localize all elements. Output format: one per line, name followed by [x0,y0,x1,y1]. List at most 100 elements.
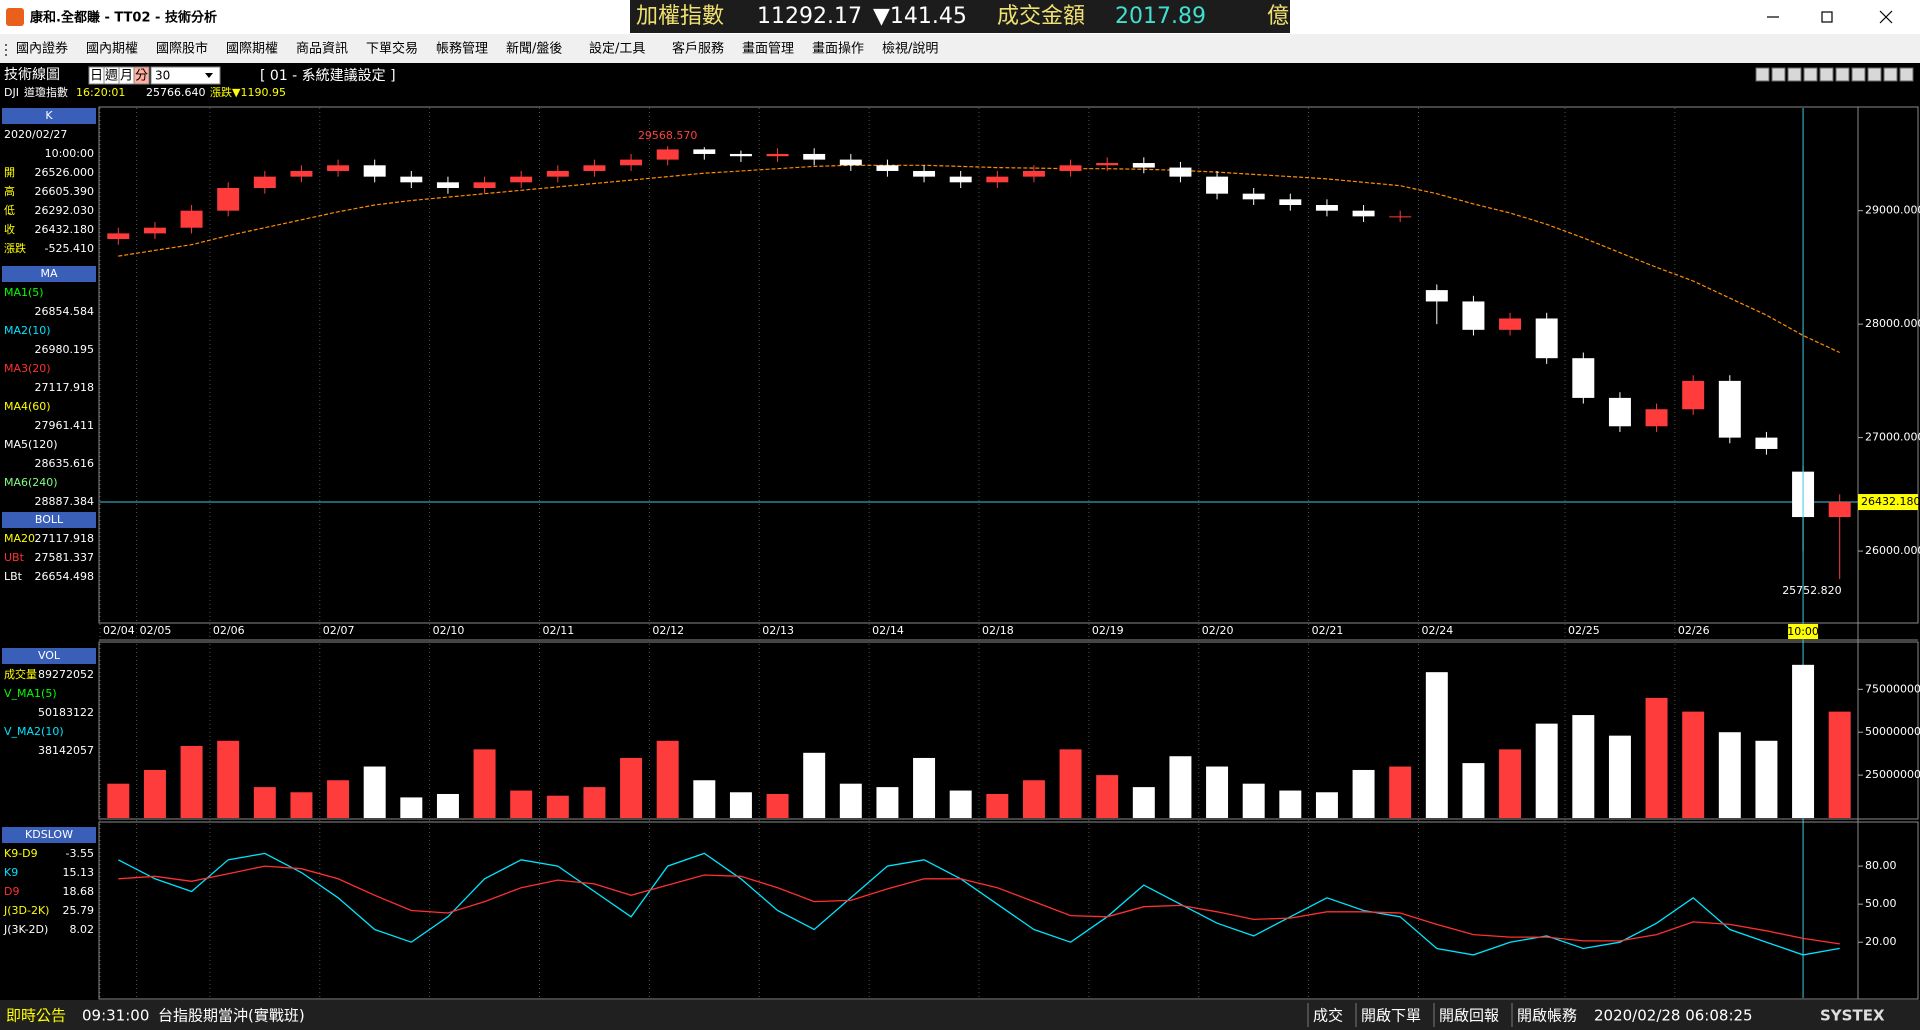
volume-bar [656,740,679,818]
candle-body [913,170,936,177]
window-controls[interactable] [1767,10,1893,24]
info-label: K9-D9 [4,847,38,860]
panel-header-title: K [45,109,53,122]
status-button[interactable]: 開啟下單 [1361,1007,1421,1025]
app-icon [6,8,24,26]
info-label: J(3K-2D) [3,923,48,936]
candle-body [180,210,203,228]
x-tick-label: 02/07 [323,624,355,637]
candle-body [400,176,423,183]
price-line-box [1858,494,1918,511]
interval-value[interactable]: 30 [155,69,170,83]
menu-item[interactable]: 國內期權 [86,42,138,57]
panel-header [2,827,96,843]
menu-item[interactable]: 畫面操作 [812,41,864,57]
y-tick-label: 80.00 [1865,859,1897,872]
status-button[interactable]: 開啟帳務 [1517,1007,1577,1025]
volume-bar [1242,783,1265,818]
candle-body [1169,167,1192,177]
ticker-box [630,0,1290,33]
panel-frame [98,641,1919,820]
menu-item[interactable]: 檢視/說明 [882,41,938,57]
dropdown-arrow[interactable] [205,73,213,78]
menu-item[interactable]: 國際期權 [226,42,278,57]
candle-body [327,165,350,171]
y-tick-label: 75000000 [1865,682,1920,695]
info-label: UBt [4,551,25,564]
info-value: 26980.195 [35,343,95,356]
candle-body [1499,318,1522,330]
candle-body [436,182,459,188]
menu-item[interactable]: 國內證券 [16,41,68,57]
menu-item[interactable]: 設定/工具 [589,41,645,57]
info-value: 8.02 [70,923,95,936]
tool-icon[interactable] [1867,67,1882,82]
close[interactable] [1879,10,1893,24]
high-label: 29568.570 [638,129,698,142]
interval-select[interactable] [150,66,221,85]
tool-icon[interactable] [1883,67,1898,82]
menu-item[interactable]: 畫面管理 [742,41,794,57]
volume-bar [143,769,166,818]
info-label: 收 [4,222,15,236]
volume-bar [1718,732,1741,818]
candle-body [693,149,716,154]
menu-item[interactable]: 國際股市 [156,41,208,57]
period-label[interactable]: 月 [120,69,133,84]
tool-icon[interactable] [1787,67,1802,82]
x-tick-label: 02/14 [872,624,904,637]
candle-body [107,233,130,240]
x-tick-label: 02/25 [1568,624,1600,637]
ma-line [118,164,1840,354]
x-tick-label: 02/13 [762,624,794,637]
tool-icon[interactable] [1851,67,1866,82]
info-label: V_MA1(5) [4,687,57,700]
period-button[interactable] [133,66,150,85]
volume-bar [1022,780,1045,818]
quote-symbol: DJI [4,86,19,99]
index-change: ▼141.45 [873,4,967,29]
menu-item[interactable]: 新聞/盤後 [506,41,562,57]
volume-bar [693,780,716,818]
tool-icon[interactable] [1771,67,1786,82]
info-value: 26605.390 [35,185,95,198]
period-label[interactable]: 週 [105,69,118,84]
menu-item[interactable]: 商品資訊 [296,42,348,57]
period-label[interactable]: 日 [90,69,103,84]
brand: SYSTEX [1820,1007,1885,1025]
x-tick-label: 02/11 [543,624,575,637]
info-label: MA2(10) [4,324,51,337]
info-label: J(3D-2K) [3,904,49,917]
info-value: 50183122 [38,706,94,719]
y-tick-label: 50.00 [1865,897,1897,910]
tool-icon[interactable] [1899,67,1914,82]
status-button[interactable]: 成交 [1313,1007,1343,1025]
info-value: -525.410 [45,242,94,255]
info-value: 27581.337 [35,551,95,564]
y-tick-label: 26000.000 [1865,544,1920,557]
candle-body [729,153,752,157]
period-label[interactable]: 分 [135,69,148,84]
tool-icon[interactable] [1755,67,1770,82]
tool-icon[interactable] [1803,67,1818,82]
candle-body [583,165,606,171]
info-label: MA20 [4,532,35,545]
candle-body [143,227,166,234]
volume-bar [510,790,533,818]
tool-icon[interactable] [1835,67,1850,82]
menu-item[interactable]: 客戶服務 [672,41,724,57]
menu-item[interactable]: 帳務管理 [436,41,488,57]
notice[interactable]: 即時公告 [6,1007,66,1025]
candle-body [949,176,972,183]
quote-time: 16:20:01 [76,86,125,99]
restore[interactable] [1821,11,1833,23]
menu-item[interactable]: 下單交易 [366,41,418,57]
volume-bar [436,793,459,818]
volume-bar [546,795,569,818]
status-button[interactable]: 開啟回報 [1439,1007,1499,1025]
x-tick-label: 02/24 [1422,624,1454,637]
x-tick-label: 02/18 [982,624,1014,637]
tool-icon[interactable] [1819,67,1834,82]
candle-body [253,176,276,188]
volume-bar [1169,756,1192,818]
